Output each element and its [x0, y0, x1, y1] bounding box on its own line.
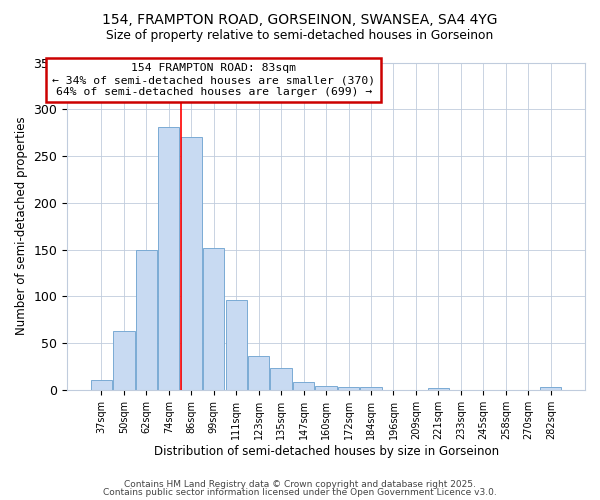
Bar [181, 138, 202, 390]
Bar [271, 368, 292, 390]
Bar [158, 127, 179, 390]
X-axis label: Distribution of semi-detached houses by size in Gorseinon: Distribution of semi-detached houses by … [154, 444, 499, 458]
Y-axis label: Number of semi-detached properties: Number of semi-detached properties [15, 117, 28, 336]
Bar [293, 382, 314, 390]
Bar [428, 388, 449, 390]
Text: Contains public sector information licensed under the Open Government Licence v3: Contains public sector information licen… [103, 488, 497, 497]
Bar [316, 386, 337, 390]
Text: Size of property relative to semi-detached houses in Gorseinon: Size of property relative to semi-detach… [106, 29, 494, 42]
Bar [540, 387, 562, 390]
Text: 154 FRAMPTON ROAD: 83sqm
← 34% of semi-detached houses are smaller (370)
64% of : 154 FRAMPTON ROAD: 83sqm ← 34% of semi-d… [52, 64, 375, 96]
Text: 154, FRAMPTON ROAD, GORSEINON, SWANSEA, SA4 4YG: 154, FRAMPTON ROAD, GORSEINON, SWANSEA, … [102, 12, 498, 26]
Bar [338, 387, 359, 390]
Bar [91, 380, 112, 390]
Bar [248, 356, 269, 390]
Bar [203, 248, 224, 390]
Bar [113, 331, 134, 390]
Bar [361, 387, 382, 390]
Bar [136, 250, 157, 390]
Bar [226, 300, 247, 390]
Text: Contains HM Land Registry data © Crown copyright and database right 2025.: Contains HM Land Registry data © Crown c… [124, 480, 476, 489]
